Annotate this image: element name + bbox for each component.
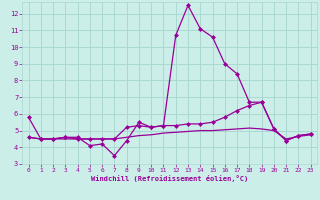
X-axis label: Windchill (Refroidissement éolien,°C): Windchill (Refroidissement éolien,°C) [91,175,248,182]
